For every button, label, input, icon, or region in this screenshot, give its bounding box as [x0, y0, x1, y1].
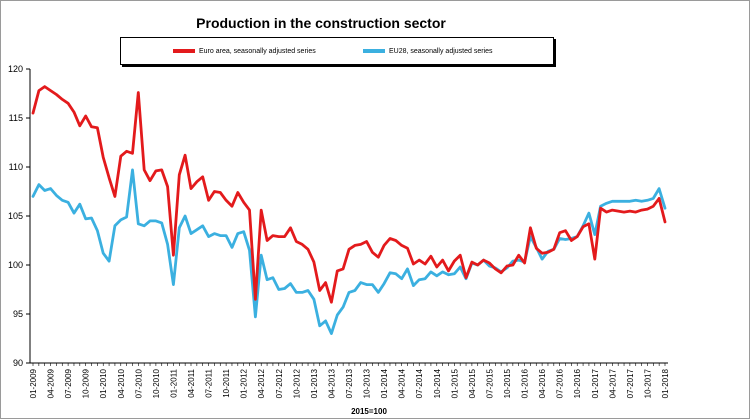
y-tick-label: 95 [13, 309, 23, 319]
x-tick-label: 04-2013 [327, 368, 336, 398]
x-tick-label: 01-2018 [661, 368, 670, 398]
x-tick-label: 01-2009 [29, 368, 38, 398]
x-tick-label: 04-2010 [117, 368, 126, 398]
x-tick-label: 10-2017 [643, 368, 652, 398]
series-line-euro-area [31, 85, 667, 304]
x-tick-label: 07-2017 [626, 368, 635, 398]
legend-swatch-euro-area [173, 49, 195, 53]
legend-item-euro-area: Euro area, seasonally adjusted series [173, 45, 316, 57]
x-tick-label: 01-2017 [591, 368, 600, 398]
chart-legend: Euro area, seasonally adjusted series EU… [120, 37, 554, 65]
x-tick-label: 07-2009 [64, 368, 73, 398]
x-tick-label: 07-2012 [275, 368, 284, 398]
x-tick-label: 04-2012 [257, 368, 266, 398]
x-tick-label: 10-2016 [573, 368, 582, 398]
y-tick-label: 90 [13, 358, 23, 368]
x-tick-label: 10-2015 [503, 368, 512, 398]
x-tick-label: 01-2012 [240, 368, 249, 398]
x-tick-label: 04-2015 [468, 368, 477, 398]
x-tick-label: 07-2014 [415, 368, 424, 398]
x-axis-label: 2015=100 [351, 407, 387, 416]
legend-label-euro-area: Euro area, seasonally adjusted series [199, 47, 316, 55]
y-tick-label: 110 [9, 162, 23, 172]
x-tick-label: 04-2017 [608, 368, 617, 398]
x-tick-label: 07-2015 [485, 368, 494, 398]
chart-title: Production in the construction sector [196, 15, 446, 31]
series-line-eu28 [31, 168, 667, 336]
x-tick-label: 01-2010 [99, 368, 108, 398]
x-tick-label: 04-2016 [538, 368, 547, 398]
y-tick-label: 100 [8, 260, 23, 270]
x-tick-label: 10-2012 [292, 368, 301, 398]
x-tick-label: 04-2014 [398, 368, 407, 398]
y-tick-label: 115 [9, 113, 23, 123]
x-tick-label: 07-2011 [205, 368, 214, 397]
x-tick-label: 04-2009 [47, 368, 56, 398]
legend-swatch-eu28 [363, 49, 385, 53]
legend-label-eu28: EU28, seasonally adjusted series [389, 47, 493, 55]
x-tick-label: 10-2014 [433, 368, 442, 398]
x-tick-label: 10-2009 [82, 368, 91, 398]
x-tick-label: 10-2013 [363, 368, 372, 398]
x-tick-label: 10-2010 [152, 368, 161, 398]
y-tick-label: 105 [8, 211, 23, 221]
x-tick-label: 01-2015 [450, 368, 459, 398]
x-tick-label: 01-2011 [169, 368, 178, 397]
x-tick-label: 01-2013 [310, 368, 319, 398]
x-tick-label: 04-2011 [187, 368, 196, 397]
x-tick-label: 10-2011 [222, 368, 231, 397]
x-tick-label: 01-2016 [521, 368, 530, 398]
x-tick-label: 07-2010 [134, 368, 143, 398]
x-tick-label: 07-2013 [345, 368, 354, 398]
x-tick-label: 01-2014 [380, 368, 389, 398]
x-tick-label: 07-2016 [556, 368, 565, 398]
legend-item-eu28: EU28, seasonally adjusted series [363, 45, 493, 57]
y-tick-label: 120 [8, 64, 23, 74]
